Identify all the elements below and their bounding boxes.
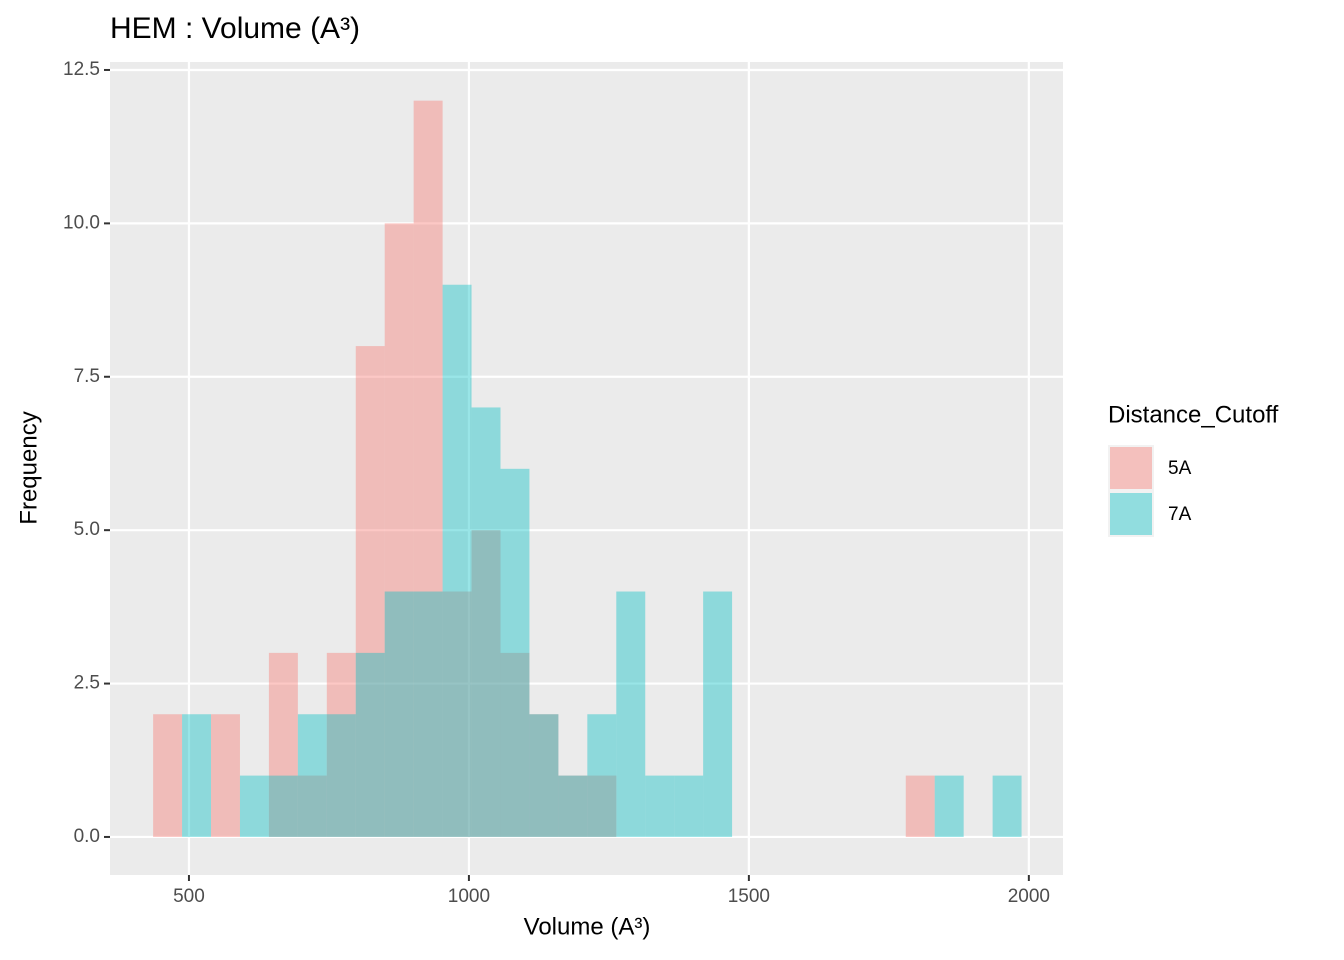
legend-label: 5A <box>1168 458 1192 479</box>
bar <box>500 468 530 837</box>
y-tick-label: 5.0 <box>74 519 100 540</box>
bar <box>558 775 588 837</box>
bar <box>471 530 501 837</box>
bar <box>355 652 385 837</box>
bar <box>558 775 588 837</box>
legend-key-bg <box>1108 491 1154 537</box>
legend-swatch <box>1110 493 1152 535</box>
bar <box>239 775 269 837</box>
legend-swatch <box>1110 447 1152 489</box>
bar <box>153 714 183 837</box>
bar <box>268 652 298 837</box>
bar <box>442 591 472 837</box>
x-tick-label: 2000 <box>1008 886 1050 907</box>
bar <box>674 775 704 837</box>
bar <box>616 591 646 837</box>
x-tick-label: 500 <box>173 886 205 907</box>
y-tick-label: 0.0 <box>74 826 100 847</box>
bar <box>471 407 501 837</box>
x-tick-label: 1000 <box>448 886 490 907</box>
chart-title: HEM : Volume (A³) <box>110 12 360 45</box>
bar <box>703 591 733 837</box>
bar <box>587 714 617 837</box>
y-axis-label: Frequency <box>15 411 42 524</box>
bar <box>442 284 472 837</box>
y-tick-label: 10.0 <box>63 212 100 233</box>
x-tick-label: 1500 <box>728 886 770 907</box>
bar <box>182 714 212 837</box>
y-tick-label: 7.5 <box>74 366 100 387</box>
bar <box>297 714 327 837</box>
bar <box>384 223 414 837</box>
bar <box>529 714 559 837</box>
bar <box>297 775 327 837</box>
panel <box>110 62 1063 875</box>
y-tick-label: 12.5 <box>63 59 100 80</box>
bar <box>934 775 964 837</box>
bar <box>413 100 443 837</box>
bar <box>587 775 617 837</box>
bar <box>326 652 356 837</box>
bar <box>211 714 240 837</box>
bar <box>905 775 935 837</box>
y-tick-label: 2.5 <box>74 673 100 694</box>
bar <box>529 714 559 837</box>
legend-title: Distance_Cutoff <box>1108 401 1279 428</box>
bar <box>500 652 530 837</box>
bar <box>268 775 298 837</box>
legend-key-bg <box>1108 445 1154 491</box>
x-axis-label: Volume (A³) <box>524 913 651 940</box>
bar <box>645 775 675 837</box>
bar <box>326 714 356 837</box>
bar <box>992 775 1022 837</box>
bar <box>413 591 443 837</box>
bar <box>384 591 414 837</box>
bar <box>355 346 385 837</box>
legend-label: 7A <box>1168 504 1192 525</box>
